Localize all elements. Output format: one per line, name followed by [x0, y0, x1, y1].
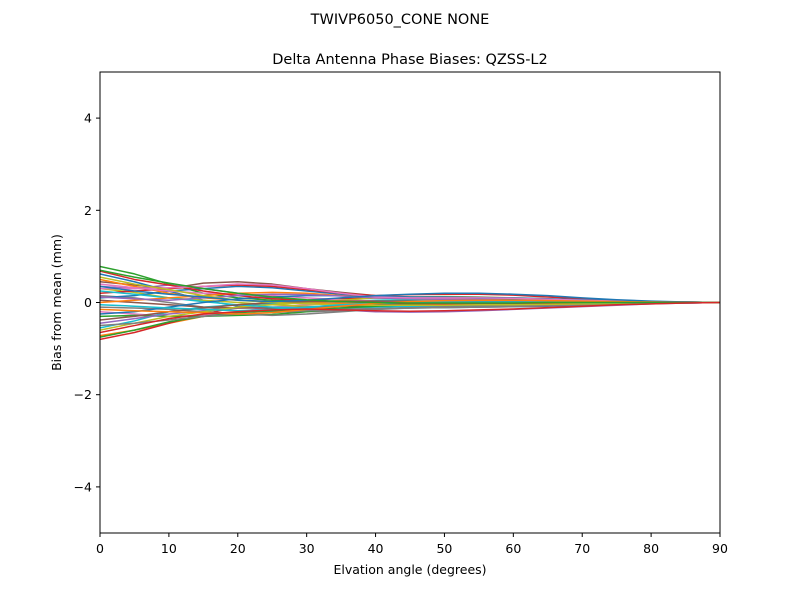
x-tick-label: 60: [505, 541, 521, 556]
chart-suptitle: TWIVP6050_CONE NONE: [310, 12, 490, 28]
x-axis-label: Elvation angle (degrees): [333, 562, 486, 577]
series-group: [100, 265, 720, 341]
x-axis: 0 10 20 30 40 50 60 70 80 90: [96, 533, 728, 556]
y-axis: −4 −2 0 2 4: [74, 111, 100, 494]
x-tick-label: 0: [96, 541, 104, 556]
series-line-33: [100, 269, 720, 304]
chart-title: Delta Antenna Phase Biases: QZSS-L2: [272, 52, 547, 68]
x-tick-label: 10: [161, 541, 177, 556]
x-tick-label: 80: [643, 541, 659, 556]
y-tick-label: −4: [74, 479, 92, 494]
y-axis-label: Bias from mean (mm): [49, 234, 64, 371]
x-tick-label: 20: [230, 541, 246, 556]
series-line-29: [100, 276, 720, 307]
x-tick-label: 90: [712, 541, 728, 556]
x-tick-label: 30: [299, 541, 315, 556]
x-tick-label: 50: [436, 541, 452, 556]
x-tick-label: 40: [368, 541, 384, 556]
y-tick-label: 2: [84, 203, 92, 218]
y-tick-label: 0: [84, 295, 92, 310]
y-tick-label: −2: [74, 387, 92, 402]
y-tick-label: 4: [84, 111, 92, 126]
x-tick-label: 70: [574, 541, 590, 556]
series-line-34: [100, 301, 720, 334]
series-line-32: [100, 299, 720, 315]
series-line-31: [100, 285, 720, 304]
